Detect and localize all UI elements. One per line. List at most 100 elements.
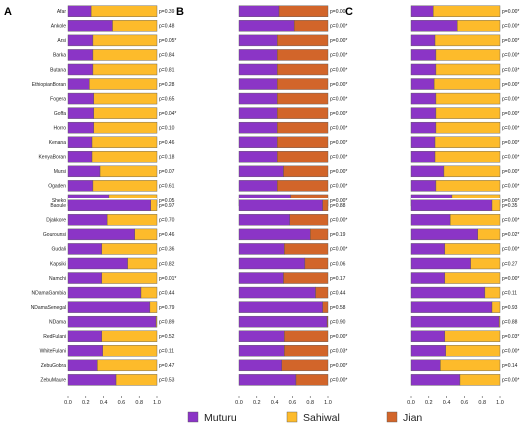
bar-segment-sahiwal [498, 315, 501, 328]
bar-segment-sahiwal [92, 34, 158, 47]
row-label: Ankole [51, 24, 67, 30]
p-value-label: p=0.14 [502, 363, 518, 369]
bar-segment-jian [326, 315, 329, 328]
bar-segment-sahiwal [102, 345, 158, 357]
p-value-label: p=0.53 [159, 378, 175, 384]
row-label: Kenana [49, 140, 66, 146]
row-label: NDama [49, 319, 66, 325]
bar-segment-jian [277, 180, 329, 192]
row-label: Goffa [54, 111, 66, 117]
bar-segment-sahiwal [457, 20, 501, 32]
bar-segment-sahiwal [134, 228, 158, 241]
bar-segment-sahiwal [115, 374, 158, 386]
panel-letter: A [4, 6, 12, 18]
p-value-label: p=0.05* [159, 38, 176, 44]
p-value-label: p=0.39 [159, 9, 175, 15]
p-value-label: p=0.11 [159, 349, 174, 355]
bar-segment-muturu [410, 5, 434, 17]
row-label: Namchi [49, 276, 66, 282]
bar-segment-muturu [67, 107, 95, 119]
bar-segment-sahiwal [443, 165, 501, 178]
p-value-label: p=0.00* [502, 82, 519, 88]
bar-segment-muturu [410, 359, 441, 372]
p-value-label: p=0.00* [330, 111, 347, 117]
bar-segment-jian [277, 78, 329, 90]
x-tick-label: 0.6 [461, 400, 469, 406]
bar-segment-jian [293, 20, 329, 32]
p-value-label: p=0.70 [159, 218, 175, 224]
bar-segment-sahiwal [470, 257, 501, 270]
bar-segment-muturu [410, 374, 461, 386]
p-value-label: p=0.00* [502, 276, 519, 282]
p-value-label: p=0.00* [502, 247, 519, 253]
bar-segment-sahiwal [90, 5, 158, 17]
x-tick-label: 0.8 [478, 400, 486, 406]
p-value-label: p=0.89 [159, 319, 175, 325]
p-value-label: p=0.00* [502, 169, 519, 175]
p-value-label: p=0.35 [502, 203, 518, 209]
p-value-label: p=0.19 [330, 232, 346, 238]
bar-segment-muturu [67, 180, 94, 192]
row-label: Gourounsi [43, 232, 66, 238]
bar-segment-jian [277, 49, 329, 61]
row-label: Mursi [54, 169, 66, 175]
bar-segment-muturu [67, 228, 135, 241]
bar-segment-jian [277, 107, 329, 119]
p-value-label: p=0.28 [159, 82, 175, 88]
p-value-label: p=0.90 [330, 319, 346, 325]
bar-segment-muturu [238, 136, 278, 148]
bar-segment-muturu [238, 286, 316, 299]
p-value-label: p=0.18 [159, 155, 175, 161]
bar-segment-muturu [67, 286, 142, 299]
bar-segment-jian [277, 63, 329, 76]
p-value-label: p=0.97 [159, 203, 175, 209]
p-value-label: p=0.00* [330, 334, 347, 340]
p-value-label: p=0.03* [502, 67, 519, 73]
p-value-label: p=0.01* [159, 276, 176, 282]
bar-segment-muturu [410, 20, 458, 32]
p-value-label: p=0.00* [502, 53, 519, 59]
row-label: Butana [50, 67, 66, 73]
bar-segment-sahiwal [484, 286, 501, 299]
bar-segment-muturu [238, 359, 282, 372]
bar-segment-sahiwal [99, 165, 158, 178]
x-tick-label: 0.8 [135, 400, 143, 406]
p-value-label: p=0.36 [159, 247, 175, 253]
bar-segment-sahiwal [92, 49, 158, 61]
bar-segment-jian [283, 165, 329, 178]
p-value-label: p=0.79 [159, 305, 175, 311]
bar-segment-jian [322, 199, 329, 211]
p-value-label: p=0.00* [330, 218, 347, 224]
row-label: Djakkore [46, 218, 66, 224]
bar-segment-jian [277, 92, 329, 105]
bar-segment-sahiwal [434, 34, 501, 47]
bar-segment-muturu [238, 345, 285, 357]
bar-segment-muturu [238, 330, 285, 342]
row-label: Baoule [50, 203, 66, 209]
p-value-label: p=0.00* [330, 82, 347, 88]
bar-segment-muturu [67, 63, 94, 76]
bar-segment-muturu [67, 49, 94, 61]
bar-segment-sahiwal [112, 20, 158, 32]
p-value-label: p=0.00* [330, 198, 347, 204]
bar-segment-muturu [238, 63, 278, 76]
p-value-label: p=0.00* [502, 184, 519, 190]
p-value-label: p=0.00* [330, 140, 347, 146]
bar-segment-muturu [67, 199, 151, 211]
p-value-label: p=0.61 [159, 184, 175, 190]
bar-segment-jian [284, 345, 329, 357]
legend-label: Jian [403, 412, 422, 423]
bar-segment-muturu [410, 315, 500, 328]
bar-segment-sahiwal [434, 136, 501, 148]
bar-segment-jian [277, 136, 329, 148]
bar-segment-muturu [238, 243, 285, 255]
p-value-label: p=0.05 [159, 198, 175, 204]
plot-area [411, 4, 500, 208]
bar-segment-sahiwal [440, 359, 501, 372]
bar-segment-muturu [67, 257, 128, 270]
bar-segment-sahiwal [93, 92, 158, 105]
bar-segment-muturu [238, 374, 297, 386]
legend-swatch [386, 411, 398, 423]
bar-segment-sahiwal [101, 243, 158, 255]
